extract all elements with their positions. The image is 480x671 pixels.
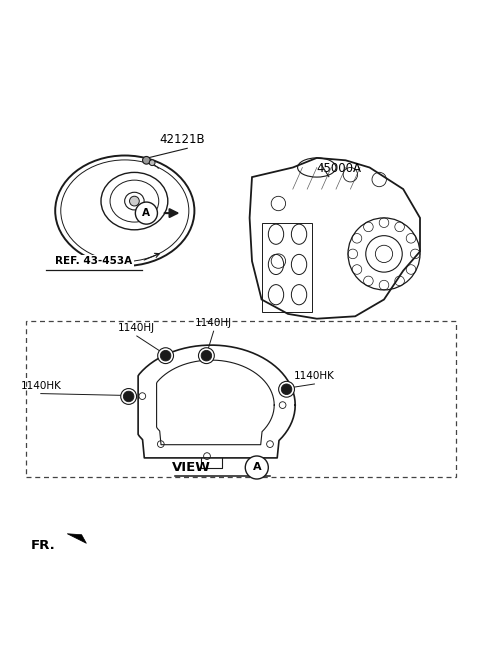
Circle shape [123, 391, 134, 402]
Text: VIEW: VIEW [172, 461, 211, 474]
Circle shape [281, 384, 292, 395]
Circle shape [199, 348, 214, 364]
Text: 1140HK: 1140HK [294, 371, 335, 381]
Bar [26, 321, 456, 477]
Circle shape [135, 202, 157, 224]
Circle shape [130, 196, 139, 206]
Circle shape [201, 350, 212, 361]
Text: FR.: FR. [31, 539, 56, 552]
Text: 42121B: 42121B [159, 133, 205, 146]
Text: REF. 43-453A: REF. 43-453A [55, 256, 132, 266]
Circle shape [160, 350, 171, 361]
Circle shape [157, 348, 173, 364]
Text: 1140HJ: 1140HJ [118, 323, 156, 333]
Circle shape [278, 381, 295, 397]
Circle shape [121, 389, 136, 405]
Bar [262, 223, 312, 311]
Text: 1140HK: 1140HK [20, 380, 61, 391]
Polygon shape [67, 533, 86, 544]
Text: A: A [252, 462, 261, 472]
Text: 45000A: 45000A [317, 162, 362, 174]
Circle shape [245, 456, 268, 479]
Text: 1140HJ: 1140HJ [195, 318, 232, 328]
Circle shape [149, 160, 155, 166]
Text: A: A [143, 208, 150, 218]
Circle shape [143, 156, 150, 164]
